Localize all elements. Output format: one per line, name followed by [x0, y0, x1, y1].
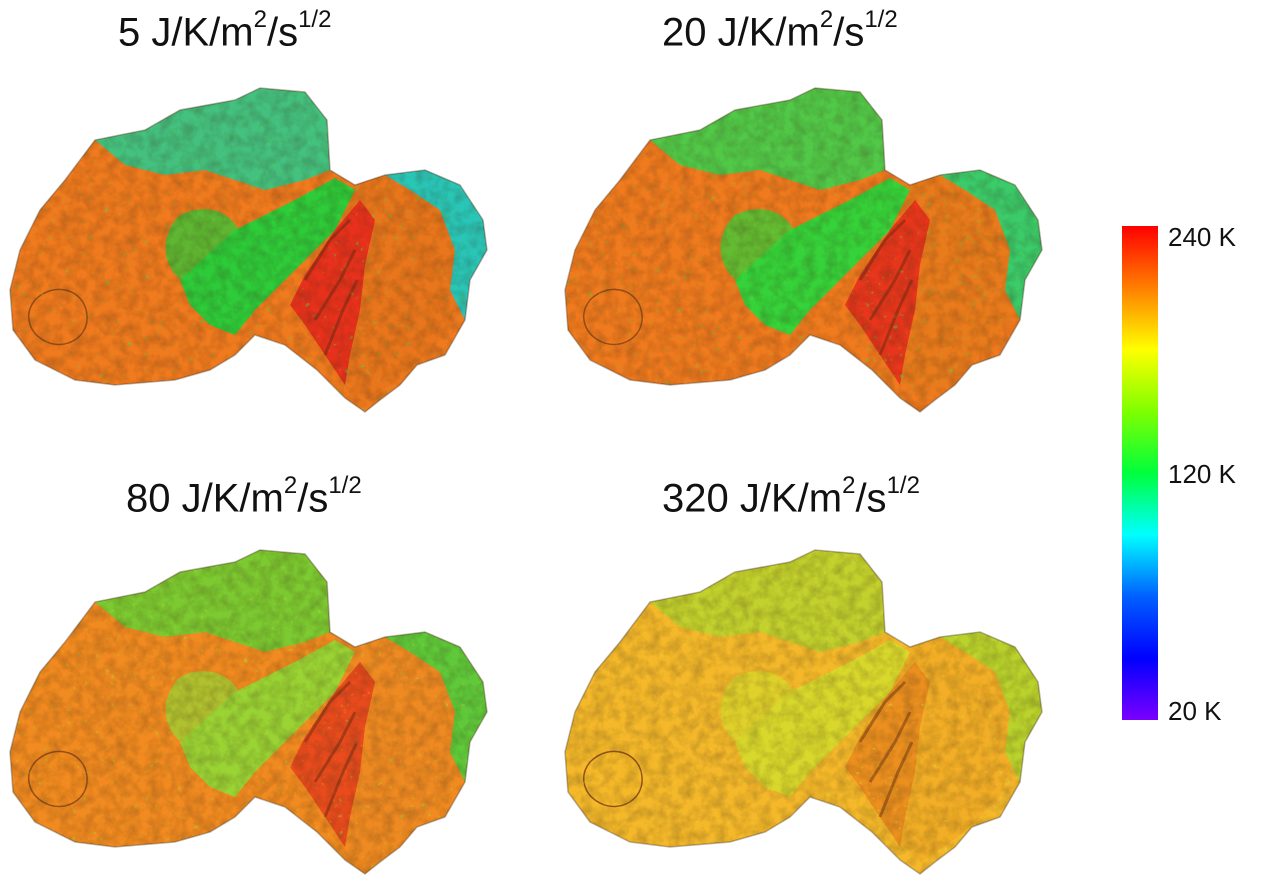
panel-title: 5 J/K/m2/s1/2	[118, 6, 332, 55]
cliff-shadow	[303, 218, 359, 356]
surface-shading	[10, 550, 487, 874]
comet-temperature-map	[9, 87, 488, 413]
colorbar-gradient	[1122, 226, 1158, 720]
cliff-shadow	[858, 680, 914, 818]
comet-outline	[9, 549, 488, 875]
colorbar-max-label: 240 K	[1168, 222, 1236, 252]
comet-outline	[564, 87, 1043, 413]
comet-temperature-map	[564, 87, 1043, 413]
surface-shading	[565, 550, 1042, 874]
comet-outline	[9, 87, 488, 413]
surface-shading	[10, 88, 487, 412]
comet-outline	[564, 549, 1043, 875]
cliff-shadow	[858, 218, 914, 356]
colorbar-min-label: 20 K	[1168, 696, 1222, 726]
temperature-colorbar: 240 K 120 K 20 K	[1122, 222, 1236, 726]
panel-title: 80 J/K/m2/s1/2	[126, 472, 362, 521]
panel-title: 320 J/K/m2/s1/2	[662, 472, 920, 521]
comet-temperature-map	[9, 549, 488, 875]
panel-title: 20 J/K/m2/s1/2	[662, 6, 898, 55]
colorbar-mid-label: 120 K	[1168, 459, 1236, 489]
cliff-shadow	[303, 680, 359, 818]
surface-shading	[565, 88, 1042, 412]
comet-temperature-map	[564, 549, 1043, 875]
